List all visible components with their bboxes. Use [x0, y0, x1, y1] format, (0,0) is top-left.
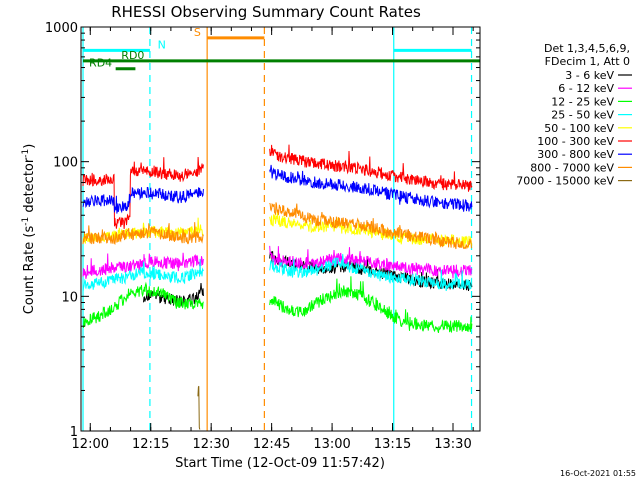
series-line-6 — [82, 164, 473, 214]
y-axis-label-sup1: -1 — [21, 217, 31, 226]
legend: Det 1,3,4,5,6,9, FDecim 1, Att 0 3 - 6 k… — [516, 42, 632, 188]
x-tick-label: 12:30 — [192, 437, 229, 452]
y-axis-label-part3: ) — [22, 144, 37, 149]
legend-label-2: 12 - 25 keV — [551, 95, 614, 108]
legend-label-5: 100 - 300 keV — [537, 135, 614, 148]
y-axis-label-part1: Count Rate (s — [22, 226, 37, 315]
annotation-label: N — [158, 38, 166, 51]
y-axis-label-part2: detector — [22, 157, 37, 217]
y-axis-tick-labels: 1 10 100 1000 — [45, 21, 78, 440]
generation-timestamp: 16-Oct-2021 01:55 — [560, 469, 636, 478]
plot-frame — [80, 26, 481, 432]
y-tick-label: 100 — [53, 156, 78, 171]
y-tick-label: 1000 — [45, 21, 78, 36]
x-tick-label: 12:45 — [253, 437, 290, 452]
series-line-5 — [82, 144, 473, 229]
x-axis-tick-labels: 12:00 12:15 12:30 12:45 13:00 13:15 13:30 — [72, 437, 472, 452]
legend-header-line-1: Det 1,3,4,5,6,9, — [544, 42, 630, 55]
annotation-layer: N S RD0 RD4 — [83, 26, 480, 71]
x-tick-label: 12:15 — [132, 437, 169, 452]
series-line-7 — [82, 202, 473, 250]
legend-label-0: 3 - 6 keV — [565, 69, 614, 82]
plot-area: N S RD0 RD4 — [80, 26, 481, 432]
annotation-label: RD0 — [121, 49, 144, 62]
x-tick-label: 13:30 — [434, 437, 471, 452]
x-tick-label: 13:00 — [313, 437, 350, 452]
y-axis-label-sup2: -1 — [21, 149, 31, 158]
y-tick-label: 1 — [70, 425, 78, 440]
x-tick-label: 13:15 — [374, 437, 411, 452]
legend-label-7: 800 - 7000 keV — [530, 161, 614, 174]
legend-label-4: 50 - 100 keV — [544, 122, 614, 135]
x-tick-label: 12:00 — [72, 437, 109, 452]
annotation-label: S — [194, 26, 201, 39]
series-line-1 — [82, 245, 473, 279]
legend-label-1: 6 - 12 keV — [558, 82, 614, 95]
legend-label-3: 25 - 50 keV — [551, 109, 614, 122]
annotation-label: RD4 — [89, 57, 112, 70]
chart-title: RHESSI Observing Summary Count Rates — [111, 3, 421, 21]
legend-label-6: 300 - 800 keV — [537, 148, 614, 161]
y-tick-label: 10 — [61, 290, 78, 305]
series-line-2 — [82, 276, 473, 334]
legend-header-line-2: FDecim 1, Att 0 — [545, 55, 630, 68]
instrument-state-lines — [82, 27, 473, 431]
series-line-3 — [82, 254, 473, 292]
series-layer — [82, 144, 473, 430]
series-line-8 — [197, 385, 201, 430]
y-axis-label: Count Rate (s-1 detector-1) — [21, 144, 37, 315]
legend-label-8: 7000 - 15000 keV — [516, 175, 614, 188]
x-axis-label: Start Time (12-Oct-09 11:57:42) — [175, 456, 385, 471]
axis-ticks — [81, 26, 480, 432]
